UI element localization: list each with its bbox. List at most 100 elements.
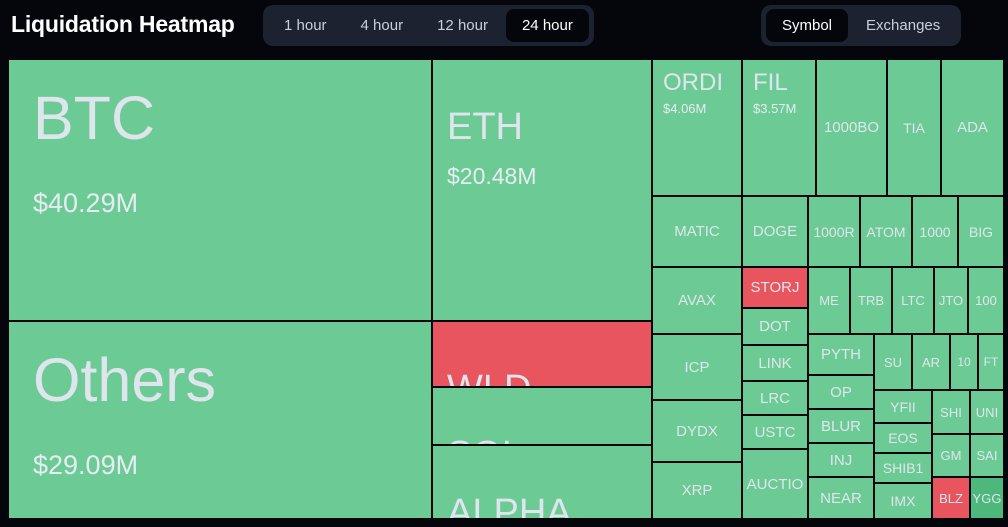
treemap-cell-symbol: OP bbox=[830, 383, 852, 401]
treemap-cell-symbol: MATIC bbox=[674, 223, 720, 240]
treemap-cell-atom[interactable]: ATOM bbox=[860, 196, 912, 267]
treemap-cell-symbol: STORJ bbox=[750, 279, 800, 296]
treemap-cell-auctio[interactable]: AUCTIO bbox=[742, 449, 808, 519]
treemap-cell-symbol: LRC bbox=[759, 389, 790, 407]
treemap-cell-symbol: BIG bbox=[968, 223, 994, 240]
treemap-cell-value: $3.57M bbox=[753, 101, 797, 116]
grouping-tab-exchanges[interactable]: Exchanges bbox=[866, 17, 941, 34]
treemap-cell-inj[interactable]: INJ bbox=[808, 443, 874, 477]
treemap-cell-near[interactable]: NEAR bbox=[808, 477, 874, 519]
treemap-cell-symbol: NEAR bbox=[820, 489, 862, 507]
treemap-cell-storj[interactable]: STORJ bbox=[742, 267, 808, 308]
treemap-cell-alpha[interactable]: ALPHA$4.78M bbox=[432, 445, 652, 519]
treemap-cell-me[interactable]: ME bbox=[808, 267, 850, 334]
timeframe-tab-4-hour[interactable]: 4 hour bbox=[360, 17, 404, 34]
treemap-cell-value: $40.29M bbox=[33, 188, 139, 218]
treemap-cell-uni[interactable]: UNI bbox=[970, 390, 1004, 434]
treemap-cell-avax[interactable]: AVAX bbox=[652, 267, 742, 334]
treemap-cell-lrc[interactable]: LRC bbox=[742, 381, 808, 415]
treemap-cell-symbol: DYDX bbox=[676, 422, 718, 440]
timeframe-segmented-control[interactable]: 1 hour 4 hour 12 hour 24 hour bbox=[263, 5, 594, 46]
treemap-cell-100[interactable]: 100 bbox=[968, 267, 1004, 334]
treemap-cell-symbol: 1000R bbox=[813, 223, 855, 240]
treemap-cell-value: $4.06M bbox=[663, 101, 707, 116]
treemap-cell-symbol: GM bbox=[940, 448, 962, 463]
treemap-cell-symbol: DOGE bbox=[752, 223, 798, 240]
treemap-cell-symbol: ETH bbox=[447, 106, 523, 148]
grouping-segmented-control[interactable]: Symbol Exchanges bbox=[761, 5, 962, 46]
treemap-cell-symbol: TRB bbox=[858, 293, 884, 308]
treemap-cell-shi[interactable]: SHI bbox=[932, 390, 970, 434]
treemap-cell-yfii[interactable]: YFII bbox=[874, 390, 932, 423]
treemap-cell-ygg[interactable]: YGG bbox=[970, 477, 1004, 519]
treemap-cell-ar[interactable]: AR bbox=[912, 334, 950, 390]
treemap-cell-fil[interactable]: FIL $3.57M bbox=[742, 59, 816, 196]
treemap-cell-value: $20.48M bbox=[447, 163, 537, 189]
treemap-cell-symbol: XRP bbox=[681, 482, 713, 499]
treemap-cell-eos[interactable]: EOS bbox=[874, 423, 932, 453]
treemap-cell-symbol: BLZ bbox=[939, 490, 963, 506]
treemap-cell-tia[interactable]: TIA bbox=[887, 59, 941, 196]
treemap-cell-symbol: LINK bbox=[758, 354, 792, 372]
treemap-cell-jto[interactable]: JTO bbox=[934, 267, 968, 334]
treemap-cell-symbol: AVAX bbox=[678, 292, 716, 309]
treemap-cell-icp[interactable]: ICP bbox=[652, 334, 742, 400]
treemap-cell-dydx[interactable]: DYDX bbox=[652, 400, 742, 462]
treemap-cell-10[interactable]: 10 bbox=[950, 334, 978, 390]
treemap-cell-op[interactable]: OP bbox=[808, 375, 874, 409]
treemap-cell-1000bo[interactable]: 1000BO bbox=[816, 59, 887, 196]
treemap-cell-link[interactable]: LINK bbox=[742, 345, 808, 381]
treemap-cell-ordi[interactable]: ORDI $4.06M bbox=[652, 59, 742, 196]
treemap-cell-matic[interactable]: MATIC bbox=[652, 196, 742, 267]
treemap-cell-1000[interactable]: 1000 bbox=[912, 196, 958, 267]
treemap-cell-symbol: LTC bbox=[901, 293, 925, 308]
treemap-cell-symbol: USTC bbox=[754, 423, 796, 441]
treemap-cell-symbol: SHI bbox=[940, 404, 962, 420]
treemap-cell-symbol: YFII bbox=[890, 398, 916, 415]
treemap-cell-ltc[interactable]: LTC bbox=[892, 267, 934, 334]
timeframe-tab-1-hour[interactable]: 1 hour bbox=[284, 17, 327, 34]
treemap-cell-symbol: INJ bbox=[829, 451, 853, 469]
treemap-cell-big[interactable]: BIG bbox=[958, 196, 1004, 267]
timeframe-tab-12-hour[interactable]: 12 hour bbox=[437, 17, 488, 34]
treemap-cell-gm[interactable]: GM bbox=[932, 434, 970, 477]
treemap-cell-symbol: IMX bbox=[890, 493, 916, 509]
treemap: BTC $40.29M Others $29.09M ETH $20.48M WLD$5.7… bbox=[0, 55, 1008, 527]
treemap-cell-imx[interactable]: IMX bbox=[874, 483, 932, 519]
treemap-cell-others[interactable]: Others $29.09M bbox=[8, 321, 432, 519]
treemap-cell-wld[interactable]: WLD$5.71M bbox=[432, 321, 652, 387]
treemap-cell-pyth[interactable]: PYTH bbox=[808, 334, 874, 375]
treemap-cell-value: $29.09M bbox=[33, 450, 139, 480]
treemap-cell-symbol: PYTH bbox=[820, 346, 861, 363]
treemap-cell-sai[interactable]: SAI bbox=[970, 434, 1004, 477]
treemap-cell-symbol: Others bbox=[33, 346, 217, 414]
treemap-cell-blur[interactable]: BLUR bbox=[808, 409, 874, 443]
page-title: Liquidation Heatmap bbox=[11, 11, 235, 37]
treemap-cell-symbol: 1000 bbox=[919, 223, 951, 240]
treemap-cell-blz[interactable]: BLZ bbox=[932, 477, 970, 519]
treemap-cell-xrp[interactable]: XRP bbox=[652, 462, 742, 519]
treemap-cell-dot[interactable]: DOT bbox=[742, 308, 808, 345]
treemap-cell-symbol: FIL bbox=[753, 69, 788, 96]
treemap-cell-symbol: ADA bbox=[957, 119, 988, 136]
treemap-cell-symbol: AUCTIO bbox=[746, 475, 804, 493]
treemap-cell-symbol: AR bbox=[921, 354, 941, 370]
treemap-cell-sol[interactable]: SOL$4.84M bbox=[432, 387, 652, 445]
treemap-cell-ada[interactable]: ADA bbox=[941, 59, 1004, 196]
treemap-cell-btc[interactable]: BTC $40.29M bbox=[8, 59, 432, 321]
treemap-cell-shib1[interactable]: SHIB1 bbox=[874, 453, 932, 483]
treemap-cell-symbol: 1000BO bbox=[823, 119, 880, 136]
treemap-cell-ft[interactable]: FT bbox=[978, 334, 1004, 390]
treemap-cell-trb[interactable]: TRB bbox=[850, 267, 892, 334]
grouping-tab-symbol[interactable]: Symbol bbox=[766, 9, 849, 42]
treemap-cell-symbol: DOT bbox=[759, 318, 791, 335]
treemap-cell-symbol: ATOM bbox=[866, 223, 906, 240]
timeframe-tab-24-hour[interactable]: 24 hour bbox=[505, 9, 589, 42]
treemap-cell-1000r[interactable]: 1000R bbox=[808, 196, 860, 267]
treemap-cell-doge[interactable]: DOGE bbox=[742, 196, 808, 267]
treemap-cell-su[interactable]: SU bbox=[874, 334, 912, 390]
treemap-cell-ustc[interactable]: USTC bbox=[742, 415, 808, 449]
treemap-cell-symbol: ALPHA bbox=[447, 492, 572, 519]
treemap-cell-eth[interactable]: ETH $20.48M bbox=[432, 59, 652, 321]
treemap-cell-symbol: 100 bbox=[975, 293, 997, 308]
